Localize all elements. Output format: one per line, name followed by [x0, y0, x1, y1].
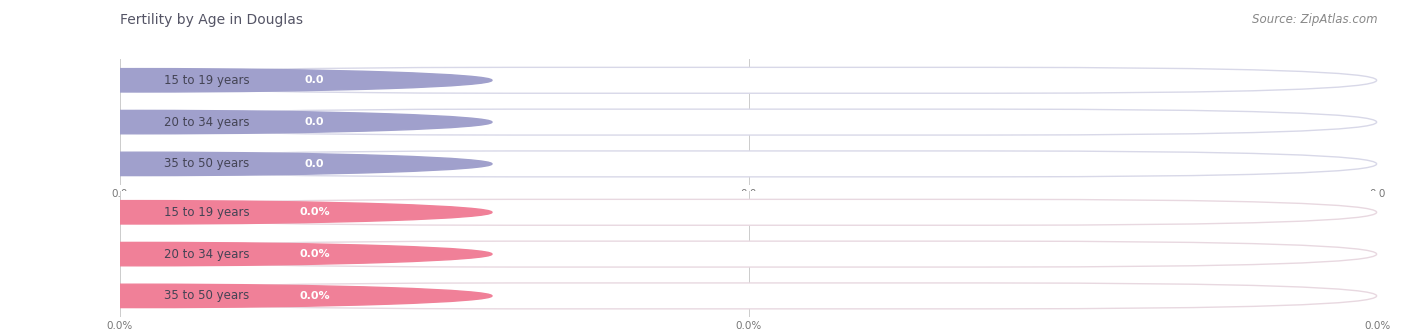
Text: 35 to 50 years: 35 to 50 years	[163, 289, 249, 302]
FancyBboxPatch shape	[121, 67, 1376, 93]
Text: Source: ZipAtlas.com: Source: ZipAtlas.com	[1253, 13, 1378, 26]
Circle shape	[0, 201, 492, 224]
FancyBboxPatch shape	[121, 283, 1376, 309]
Text: 0.0%: 0.0%	[299, 249, 330, 259]
Circle shape	[0, 152, 492, 176]
Text: 0.0: 0.0	[305, 75, 325, 85]
FancyBboxPatch shape	[121, 151, 1376, 177]
Text: 15 to 19 years: 15 to 19 years	[163, 206, 249, 219]
Circle shape	[0, 111, 492, 134]
Text: 20 to 34 years: 20 to 34 years	[163, 248, 249, 261]
Text: 0.0: 0.0	[305, 117, 325, 127]
FancyBboxPatch shape	[121, 109, 1376, 135]
FancyBboxPatch shape	[121, 199, 1376, 225]
Circle shape	[0, 69, 492, 92]
Text: 0.0: 0.0	[305, 159, 325, 169]
FancyBboxPatch shape	[121, 241, 1376, 267]
Text: 0.0%: 0.0%	[299, 207, 330, 217]
Text: 20 to 34 years: 20 to 34 years	[163, 115, 249, 129]
Circle shape	[0, 243, 492, 266]
Text: 0.0%: 0.0%	[299, 291, 330, 301]
Circle shape	[0, 284, 492, 308]
Text: Fertility by Age in Douglas: Fertility by Age in Douglas	[120, 13, 302, 27]
Text: 15 to 19 years: 15 to 19 years	[163, 74, 249, 87]
Text: 35 to 50 years: 35 to 50 years	[163, 157, 249, 170]
